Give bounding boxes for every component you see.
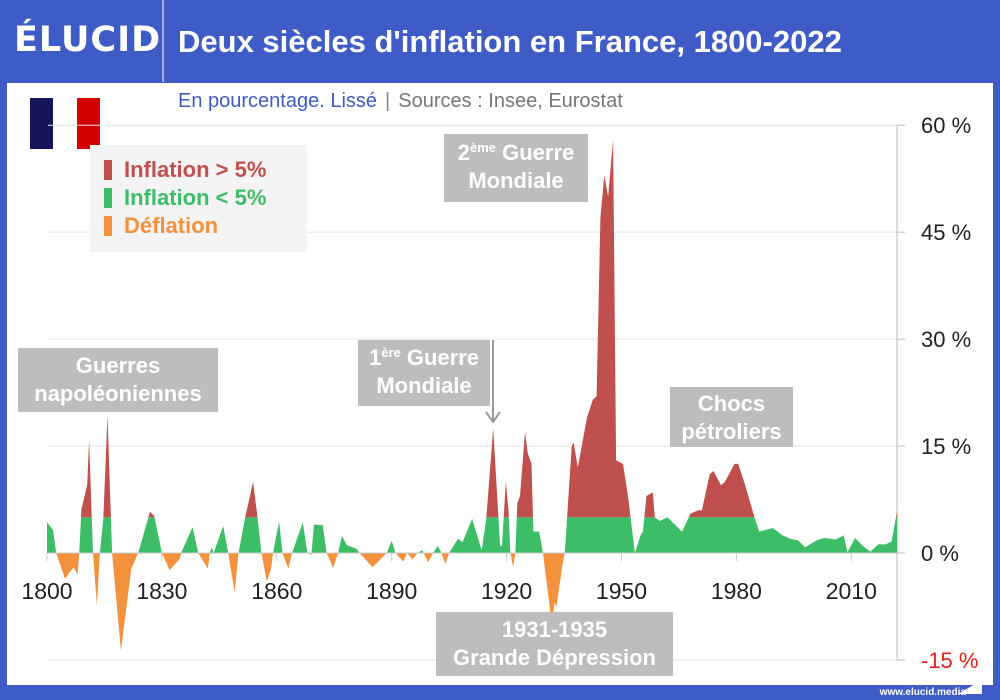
x-tick-label: 1890 (366, 578, 417, 604)
y-tick-label: 60 % (921, 113, 971, 138)
elucid-logo: ÉLUCID (14, 20, 162, 60)
annotation-ww1: 1ère Guerre Mondiale (358, 340, 490, 406)
annotation-line: Chocs (697, 391, 766, 416)
y-tick-label: -15 % (921, 648, 978, 673)
sources-text: Sources : Insee, Eurostat (398, 90, 623, 112)
annotation-line: Mondiale (376, 373, 472, 398)
legend-item-deflation: Déflation (104, 213, 218, 239)
legend-item-high-inflation: Inflation > 5% (104, 157, 266, 183)
legend-swatch (104, 188, 112, 208)
annotation-line: pétroliers (681, 419, 782, 444)
y-tick-label: 30 % (921, 327, 971, 352)
annotation-great-depression: 1931-1935 Grande Dépression (436, 612, 673, 676)
annotation-oil-shocks: Chocs pétroliers (670, 387, 793, 447)
legend-swatch (104, 160, 112, 180)
x-tick-label: 1800 (21, 578, 72, 604)
annotation-line: 2ème Guerre (444, 139, 588, 167)
x-tick-label: 1830 (136, 578, 187, 604)
ordinal-number: 1 (368, 345, 382, 370)
elucid-logo-mark-icon (958, 680, 982, 694)
legend-label: Inflation > 5% (124, 157, 267, 182)
france-flag-icon (30, 98, 100, 149)
y-tick-label: 0 % (921, 541, 959, 566)
ordinal-number: 2 (457, 140, 470, 165)
annotation-line: 1ère Guerre (358, 344, 490, 372)
header: ÉLUCID Deux siècles d'inflation en Franc… (0, 0, 1000, 82)
subtitle-separator: | (385, 90, 391, 112)
flag-red-stripe (76, 98, 100, 149)
x-tick-label: 2010 (826, 578, 877, 604)
annotation-ww2: 2ème Guerre Mondiale (444, 134, 588, 202)
legend-item-low-inflation: Inflation < 5% (104, 185, 266, 211)
annotation-line: Grande Dépression (453, 645, 656, 670)
x-tick-label: 1860 (251, 578, 302, 604)
flag-blue-stripe (30, 98, 54, 149)
annotation-napoleonic-wars: Guerres napoléoniennes (18, 348, 218, 412)
annotation-line: Guerres (75, 353, 161, 378)
legend-swatch (104, 216, 112, 236)
legend-label: Déflation (124, 213, 219, 238)
annotation-text: Guerre (400, 345, 480, 370)
ordinal-suffix: ème (469, 140, 496, 155)
annotation-line: Mondiale (468, 168, 564, 193)
subtitle-text: En pourcentage. Lissé (178, 90, 378, 112)
flag-white-stripe (53, 98, 77, 149)
area-inflation-below-5 (47, 517, 898, 553)
legend-label: Inflation < 5% (124, 185, 267, 210)
x-tick-label: 1920 (481, 578, 532, 604)
annotation-line: 1931-1935 (501, 617, 608, 642)
chart-title: Deux siècles d'inflation en France, 1800… (178, 24, 842, 59)
x-tick-label: 1980 (711, 578, 762, 604)
x-tick-label: 1950 (596, 578, 647, 604)
y-tick-label: 15 % (921, 434, 971, 459)
legend: Inflation > 5% Inflation < 5% Déflation (90, 145, 307, 252)
footer-url[interactable]: www.elucid.media (879, 687, 966, 698)
header-divider (162, 0, 164, 82)
y-tick-label: 45 % (921, 220, 971, 245)
annotation-line: napoléoniennes (34, 381, 202, 406)
arrow-down-icon (485, 411, 501, 424)
ordinal-suffix: ère (381, 345, 401, 360)
annotation-text: Guerre (496, 140, 575, 165)
area-deflation (47, 553, 898, 651)
chart-subtitle: En pourcentage. Lissé | Sources : Insee, E… (178, 90, 623, 113)
